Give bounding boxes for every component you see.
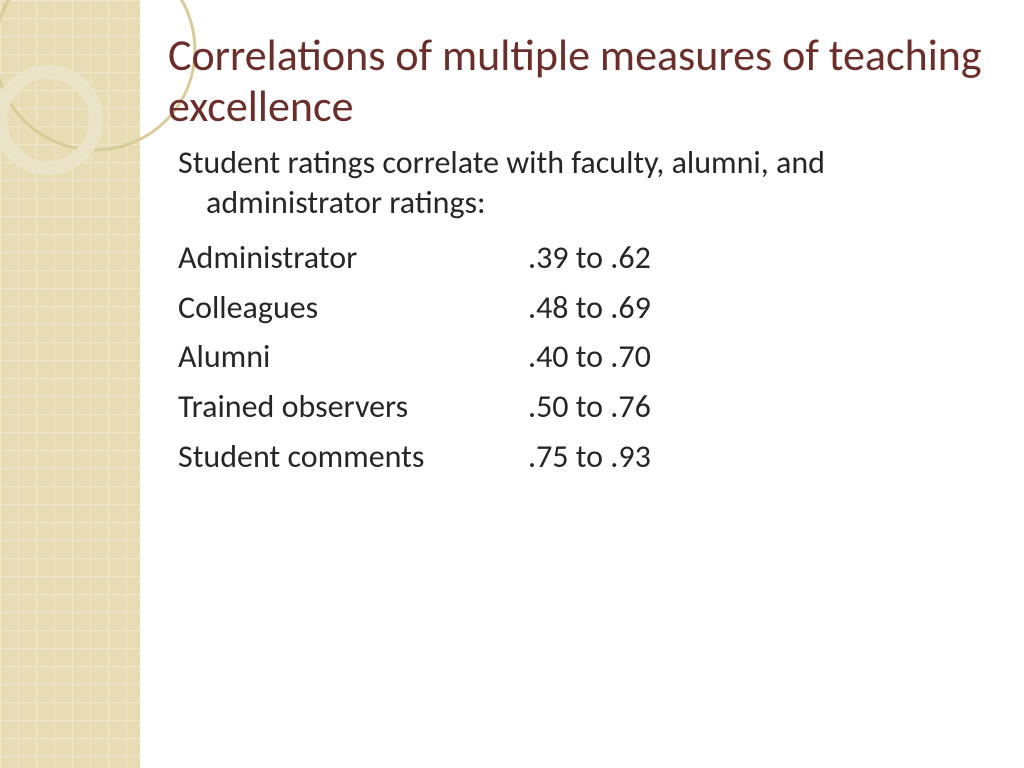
correlation-label: Colleagues xyxy=(178,283,528,333)
correlation-value: .40 to .70 xyxy=(528,332,651,382)
correlation-row: Administrator .39 to .62 xyxy=(178,233,984,283)
correlation-value: .50 to .76 xyxy=(528,382,651,432)
correlation-row: Colleagues .48 to .69 xyxy=(178,283,984,333)
correlation-value: .48 to .69 xyxy=(528,283,651,333)
correlation-list: Administrator .39 to .62 Colleagues .48 … xyxy=(168,233,984,481)
correlation-row: Alumni .40 to .70 xyxy=(178,332,984,382)
slide-content: Correlations of multiple measures of tea… xyxy=(168,30,984,481)
slide-title: Correlations of multiple measures of tea… xyxy=(168,30,984,131)
correlation-label: Trained observers xyxy=(178,382,528,432)
correlation-label: Alumni xyxy=(178,332,528,382)
sidebar-grid-pattern xyxy=(0,0,140,768)
intro-text: Student ratings correlate with faculty, … xyxy=(196,143,984,223)
correlation-label: Student comments xyxy=(178,432,528,482)
correlation-value: .39 to .62 xyxy=(528,233,651,283)
correlation-row: Trained observers .50 to .76 xyxy=(178,382,984,432)
correlation-label: Administrator xyxy=(178,233,528,283)
correlation-value: .75 to .93 xyxy=(528,432,651,482)
correlation-row: Student comments .75 to .93 xyxy=(178,432,984,482)
